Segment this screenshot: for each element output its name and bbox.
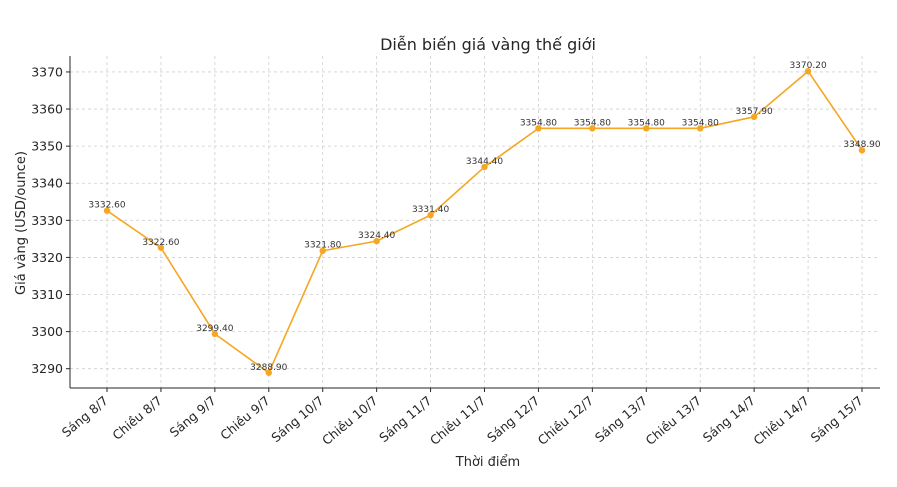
data-labels: 3332.60 3322.60 3299.40 3288.90 3321.80 3324.… <box>88 61 880 373</box>
data-label: 3299.40 <box>196 324 233 334</box>
y-tick-label: 3350 <box>31 139 63 154</box>
data-point <box>211 330 219 338</box>
axes <box>69 56 880 389</box>
x-tick-label: Sáng 10/7 <box>268 393 326 445</box>
x-tick-label: Chiều 8/7 <box>109 393 164 443</box>
data-point <box>535 125 542 132</box>
chart-title: Diễn biến giá vàng thế giới <box>380 35 596 54</box>
data-point <box>265 369 272 376</box>
x-axis-label: Thời điểm <box>455 455 520 470</box>
data-label: 3354.80 <box>682 118 719 128</box>
x-tick-label: Chiều 9/7 <box>217 393 272 443</box>
y-tick-label: 3330 <box>31 213 63 228</box>
data-point <box>750 113 758 121</box>
data-label: 3321.80 <box>304 241 341 251</box>
grid <box>70 56 880 388</box>
data-label: 3354.80 <box>520 118 557 128</box>
x-tick-label: Sáng 15/7 <box>808 393 866 445</box>
series-price <box>103 68 866 376</box>
x-tick-label: Chiều 10/7 <box>319 393 381 448</box>
data-point <box>427 211 434 219</box>
x-tick-label: Sáng 13/7 <box>592 393 650 445</box>
data-label: 3322.60 <box>142 238 179 248</box>
y-axis-label: Giá vàng (USD/ounce) <box>14 151 29 295</box>
y-tick-label: 3340 <box>31 176 63 191</box>
y-tick-label: 3310 <box>31 287 63 302</box>
x-tick-label: Sáng 12/7 <box>484 393 542 445</box>
x-tick-label: Chiều 11/7 <box>427 393 489 448</box>
x-tick-label: Chiều 14/7 <box>750 393 812 448</box>
data-point <box>858 147 866 154</box>
x-tick-label: Sáng 11/7 <box>376 393 434 445</box>
data-label: 3348.90 <box>843 140 880 150</box>
data-label: 3354.80 <box>574 118 611 128</box>
data-label: 3357.90 <box>736 107 773 117</box>
x-tick-label: Chiều 13/7 <box>643 393 705 448</box>
data-label: 3288.90 <box>250 363 287 373</box>
data-label: 3331.40 <box>412 205 449 215</box>
data-label: 3370.20 <box>789 61 826 71</box>
data-point <box>481 163 488 171</box>
data-point <box>804 68 812 75</box>
y-axis-ticks: 3290 3300 3310 3320 3330 3340 3350 3360 3370 <box>31 64 70 376</box>
data-point <box>319 247 326 254</box>
y-tick-label: 3300 <box>31 324 63 339</box>
data-point <box>103 207 111 214</box>
x-tick-label: Sáng 9/7 <box>167 393 219 440</box>
data-label: 3344.40 <box>466 157 503 167</box>
x-tick-label: Sáng 8/7 <box>59 393 111 440</box>
y-tick-label: 3370 <box>31 64 63 79</box>
data-point <box>157 244 165 251</box>
data-point <box>697 125 704 132</box>
y-tick-label: 3320 <box>31 250 63 265</box>
data-point <box>589 125 596 132</box>
data-label: 3332.60 <box>88 201 125 211</box>
y-tick-label: 3360 <box>31 102 63 117</box>
y-tick-label: 3290 <box>31 361 63 376</box>
data-point <box>643 125 650 132</box>
x-tick-label: Chiều 12/7 <box>535 393 597 448</box>
x-tick-label: Sáng 14/7 <box>700 393 758 445</box>
data-point <box>373 237 380 245</box>
data-label: 3324.40 <box>358 231 395 241</box>
data-label: 3354.80 <box>628 118 665 128</box>
